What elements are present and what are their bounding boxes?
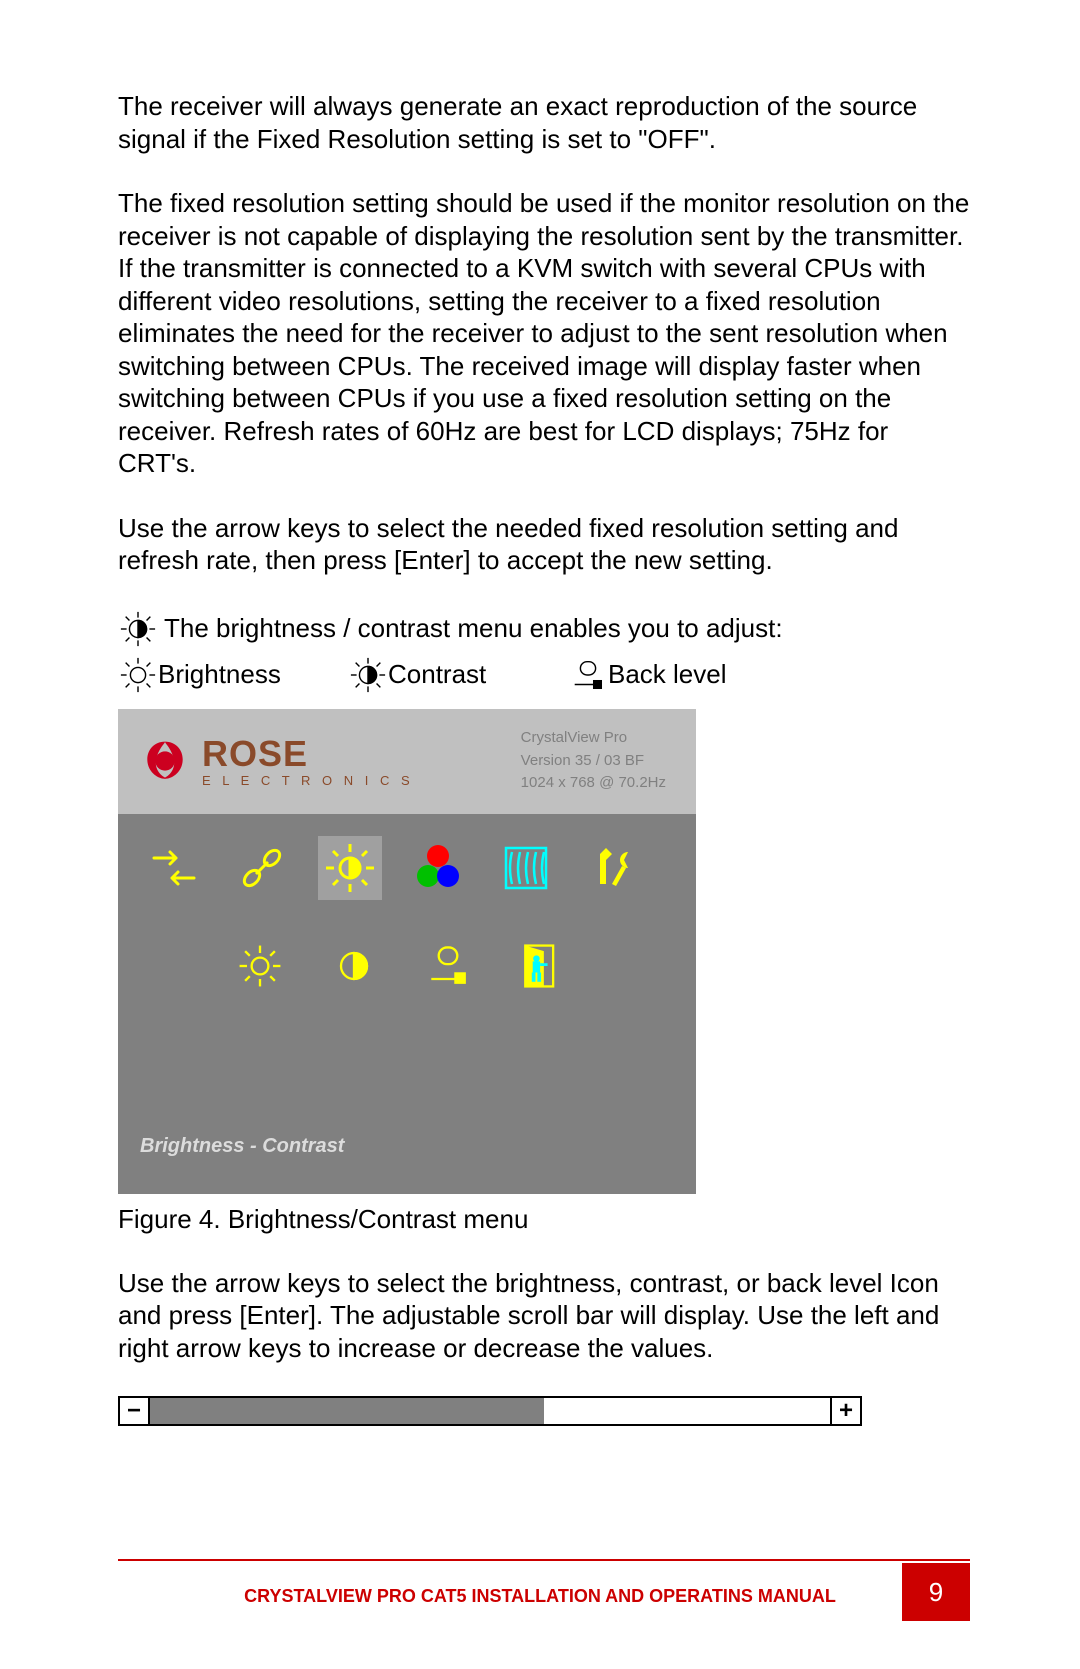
scrollbar-minus-button[interactable]: − bbox=[120, 1398, 150, 1424]
icon-intro-row: The brightness / contrast menu enables y… bbox=[118, 609, 970, 649]
paragraph-1: The receiver will always generate an exa… bbox=[118, 90, 970, 155]
icon-intro-text: The brightness / contrast menu enables y… bbox=[164, 613, 783, 644]
scrollbar-track[interactable] bbox=[150, 1398, 830, 1424]
osd-sub-contrast-icon[interactable] bbox=[322, 934, 386, 998]
osd-top-row bbox=[118, 814, 696, 910]
paragraph-2: The fixed resolution setting should be u… bbox=[118, 187, 970, 480]
osd-header: ROSE E L E C T R O N I C S CrystalView P… bbox=[118, 709, 696, 814]
osd-wave-icon[interactable] bbox=[494, 836, 558, 900]
osd-sub-brightness-icon[interactable] bbox=[228, 934, 292, 998]
backlevel-label: Back level bbox=[608, 659, 727, 690]
info-line-3: 1024 x 768 @ 70.2Hz bbox=[521, 772, 666, 795]
osd-exit-icon[interactable] bbox=[510, 934, 574, 998]
osd-footer-text: Brightness - Contrast bbox=[140, 1135, 344, 1158]
scrollbar-fill bbox=[150, 1398, 544, 1424]
logo-sub-text: E L E C T R O N I C S bbox=[202, 774, 414, 787]
contrast-icon bbox=[118, 609, 158, 649]
info-line-2: Version 35 / 03 BF bbox=[521, 750, 666, 773]
osd-menu-panel: ROSE E L E C T R O N I C S CrystalView P… bbox=[118, 709, 696, 1194]
osd-brightness-icon[interactable] bbox=[318, 836, 382, 900]
rose-flower-icon bbox=[136, 732, 194, 790]
figure-caption: Figure 4. Brightness/Contrast menu bbox=[118, 1204, 970, 1235]
osd-io-icon[interactable] bbox=[142, 836, 206, 900]
page-number: 9 bbox=[902, 1563, 970, 1621]
osd-link-icon[interactable] bbox=[230, 836, 294, 900]
osd-bottom-row bbox=[118, 910, 696, 1008]
paragraph-4: Use the arrow keys to select the brightn… bbox=[118, 1267, 970, 1365]
osd-header-info: CrystalView Pro Version 35 / 03 BF 1024 … bbox=[521, 727, 666, 795]
logo-main-text: ROSE bbox=[202, 736, 414, 772]
brightness-icon bbox=[118, 655, 158, 695]
info-line-1: CrystalView Pro bbox=[521, 727, 666, 750]
backlevel-icon bbox=[568, 655, 608, 695]
osd-rgb-icon[interactable] bbox=[406, 836, 470, 900]
scrollbar-plus-button[interactable]: + bbox=[830, 1398, 860, 1424]
paragraph-3: Use the arrow keys to select the needed … bbox=[118, 512, 970, 577]
contrast-label: Contrast bbox=[388, 659, 568, 690]
osd-sub-backlevel-icon[interactable] bbox=[416, 934, 480, 998]
footer-divider bbox=[118, 1559, 970, 1561]
rose-logo: ROSE E L E C T R O N I C S bbox=[136, 732, 414, 790]
osd-tools-icon[interactable] bbox=[582, 836, 646, 900]
brightness-label: Brightness bbox=[158, 659, 348, 690]
icon-labels-row: Brightness Contrast bbox=[118, 655, 970, 695]
value-scrollbar[interactable]: − + bbox=[118, 1396, 862, 1426]
contrast-icon-2 bbox=[348, 655, 388, 695]
